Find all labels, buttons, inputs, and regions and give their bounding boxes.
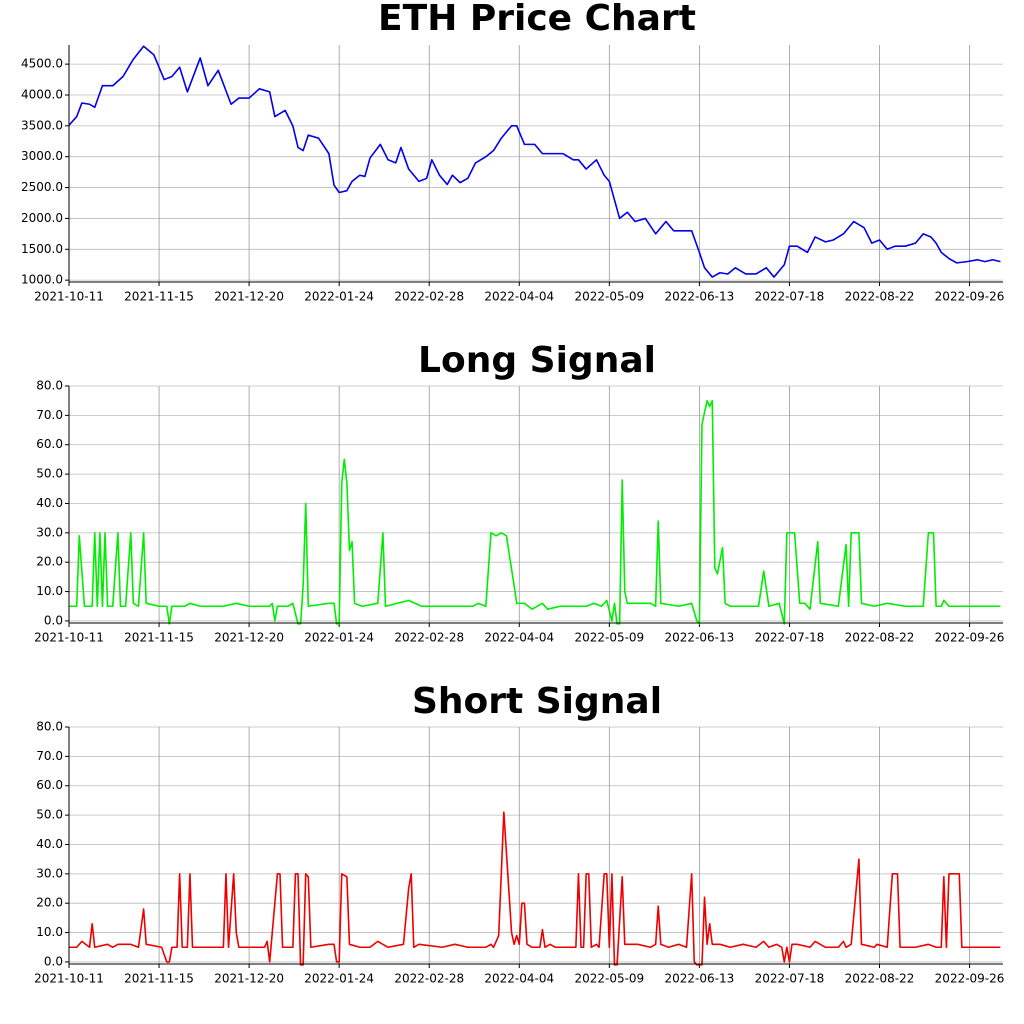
y-tick-label: 30.0 (36, 866, 63, 880)
data-line (69, 399, 1001, 625)
y-tick-label: 80.0 (36, 720, 63, 734)
x-tick-label: 2022-07-18 (755, 290, 825, 304)
x-tick-label: 2022-04-04 (484, 290, 554, 304)
subplot: ETH Price Chart 1000.0 1500.0 2000.0 2500.0 3… (21, 0, 1004, 304)
x-tick-label: 2022-01-24 (304, 972, 374, 986)
subplot: Long Signal 0.0 10.0 20.0 30.0 40.0 50.0 60.0 70… (34, 340, 1004, 645)
x-tick-label: 2022-09-26 (935, 972, 1005, 986)
y-tick-label: 10.0 (36, 925, 63, 939)
y-tick-label: 20.0 (36, 555, 63, 569)
x-tick-label: 2022-08-22 (845, 631, 915, 645)
x-tick-label: 2021-10-11 (34, 631, 104, 645)
y-tick-label: 60.0 (36, 437, 63, 451)
chart-title: Long Signal (418, 340, 656, 381)
x-tick-label: 2021-10-11 (34, 972, 104, 986)
y-tick-label: 70.0 (36, 749, 63, 763)
data-line (68, 45, 1001, 278)
x-tick-label: 2022-08-22 (845, 290, 915, 304)
x-tick-label: 2022-04-04 (484, 972, 554, 986)
y-tick-label: 4500.0 (21, 57, 63, 71)
y-tick-label: 3000.0 (21, 149, 63, 163)
y-tick-label: 40.0 (36, 496, 63, 510)
x-tick-label: 2022-07-18 (755, 631, 825, 645)
x-tick-label: 2021-11-15 (124, 290, 194, 304)
x-tick-label: 2022-04-04 (484, 631, 554, 645)
x-tick-label: 2022-08-22 (845, 972, 915, 986)
x-tick-label: 2022-01-24 (304, 290, 374, 304)
y-tick-label: 1000.0 (21, 273, 63, 287)
x-tick-label: 2022-06-13 (665, 972, 735, 986)
y-tick-label: 60.0 (36, 778, 63, 792)
y-tick-label: 50.0 (36, 467, 63, 481)
x-tick-label: 2022-09-26 (935, 631, 1005, 645)
x-tick-label: 2022-01-24 (304, 631, 374, 645)
y-tick-label: 4000.0 (21, 87, 63, 101)
y-tick-label: 40.0 (36, 837, 63, 851)
chart-title: ETH Price Chart (378, 0, 696, 39)
x-tick-label: 2022-06-13 (665, 631, 735, 645)
x-tick-label: 2022-02-28 (394, 972, 464, 986)
y-tick-label: 0.0 (44, 613, 63, 627)
x-tick-label: 2021-10-11 (34, 290, 104, 304)
y-tick-label: 30.0 (36, 525, 63, 539)
y-tick-label: 3500.0 (21, 118, 63, 132)
subplot: Short Signal 0.0 10.0 20.0 30.0 40.0 50.0 60.0 7… (34, 681, 1004, 986)
data-line (69, 811, 1001, 966)
x-tick-label: 2021-12-20 (214, 972, 284, 986)
x-tick-label: 2022-02-28 (394, 290, 464, 304)
x-tick-label: 2022-06-13 (665, 290, 735, 304)
x-tick-label: 2022-07-18 (755, 972, 825, 986)
y-tick-label: 0.0 (44, 954, 63, 968)
x-tick-label: 2021-12-20 (214, 290, 284, 304)
y-tick-label: 20.0 (36, 896, 63, 910)
x-tick-label: 2022-02-28 (394, 631, 464, 645)
x-tick-label: 2021-11-15 (124, 972, 194, 986)
y-tick-label: 2000.0 (21, 211, 63, 225)
y-tick-label: 1500.0 (21, 242, 63, 256)
y-tick-label: 10.0 (36, 584, 63, 598)
y-tick-label: 80.0 (36, 379, 63, 393)
x-tick-label: 2021-12-20 (214, 631, 284, 645)
x-tick-label: 2022-05-09 (574, 631, 644, 645)
x-tick-label: 2021-11-15 (124, 631, 194, 645)
y-tick-label: 50.0 (36, 808, 63, 822)
x-tick-label: 2022-05-09 (574, 290, 644, 304)
y-tick-label: 2500.0 (21, 180, 63, 194)
y-tick-label: 70.0 (36, 408, 63, 422)
chart-title: Short Signal (412, 681, 662, 722)
x-tick-label: 2022-09-26 (935, 290, 1005, 304)
x-tick-label: 2022-05-09 (574, 972, 644, 986)
